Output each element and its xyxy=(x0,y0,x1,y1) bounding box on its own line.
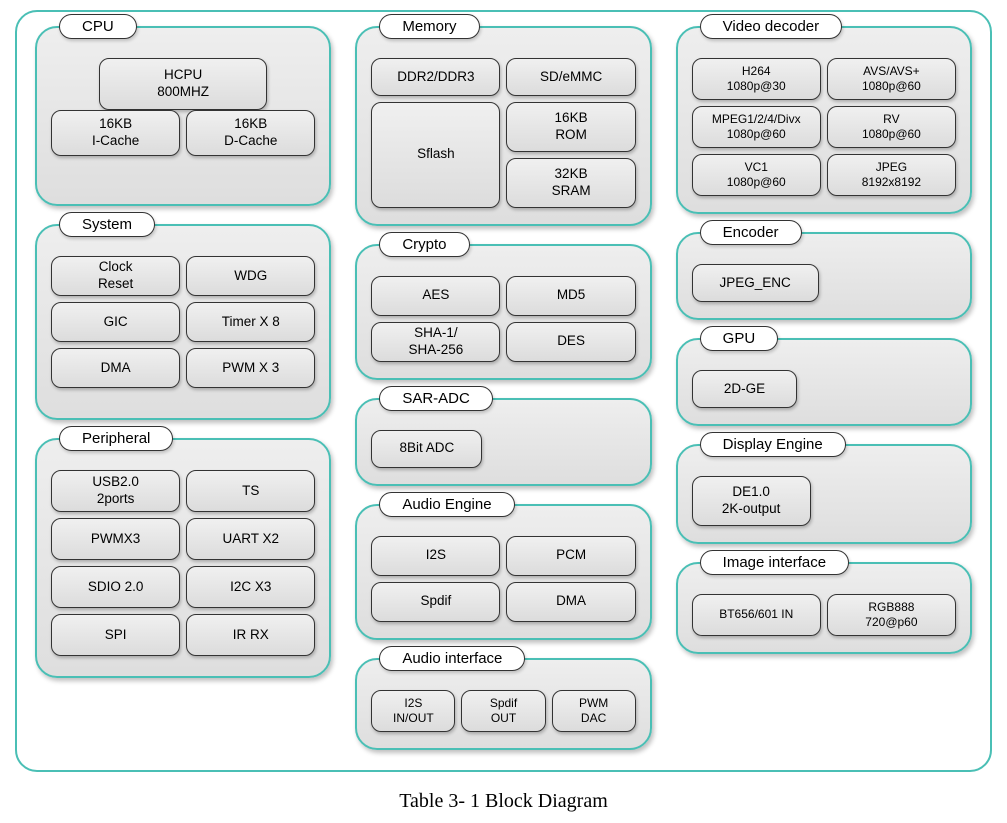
panel-title-system: System xyxy=(59,212,155,237)
cells-cpu: HCPU 800MHZ 16KB I-Cache 16KB D-Cache xyxy=(51,58,315,156)
cells-audio-engine: I2S PCM Spdif DMA xyxy=(371,536,635,622)
panel-memory: Memory DDR2/DDR3 SD/eMMC Sflash 16KB ROM… xyxy=(355,26,651,226)
cell-usb: USB2.0 2ports xyxy=(51,470,180,512)
cell-pcm: PCM xyxy=(506,536,635,576)
cell-adc: 8Bit ADC xyxy=(371,430,482,468)
cell-mpeg: MPEG1/2/4/Divx 1080p@60 xyxy=(692,106,821,148)
cell-2dge: 2D-GE xyxy=(692,370,798,408)
panel-title-memory: Memory xyxy=(379,14,479,39)
panel-title-cpu: CPU xyxy=(59,14,137,39)
panel-cpu: CPU HCPU 800MHZ 16KB I-Cache 16KB D-Cach… xyxy=(35,26,331,206)
cells-encoder: JPEG_ENC xyxy=(692,264,956,302)
column-3: Video decoder H264 1080p@30 AVS/AVS+ 108… xyxy=(676,26,972,750)
caption: Table 3- 1 Block Diagram xyxy=(15,772,992,823)
panel-image-interface: Image interface BT656/601 IN RGB888 720@… xyxy=(676,562,972,654)
cell-sdio: SDIO 2.0 xyxy=(51,566,180,608)
cells-video: H264 1080p@30 AVS/AVS+ 1080p@60 MPEG1/2/… xyxy=(692,58,956,196)
cell-de10: DE1.0 2K-output xyxy=(692,476,811,526)
cell-ddr: DDR2/DDR3 xyxy=(371,58,500,96)
cell-jpeg: JPEG 8192x8192 xyxy=(827,154,956,196)
panel-title-display-engine: Display Engine xyxy=(700,432,846,457)
cell-gic: GIC xyxy=(51,302,180,342)
cell-sram: 32KB SRAM xyxy=(506,158,635,208)
cell-sflash: Sflash xyxy=(371,102,500,208)
cell-i2s-inout: I2S IN/OUT xyxy=(371,690,455,732)
block-diagram: CPU HCPU 800MHZ 16KB I-Cache 16KB D-Cach… xyxy=(15,10,992,772)
page: CPU HCPU 800MHZ 16KB I-Cache 16KB D-Cach… xyxy=(0,0,1007,823)
panel-title-audio-interface: Audio interface xyxy=(379,646,525,671)
panel-system: System Clock Reset WDG GIC Timer X 8 DMA… xyxy=(35,224,331,420)
panel-gpu: GPU 2D-GE xyxy=(676,338,972,426)
cell-wdg: WDG xyxy=(186,256,315,296)
cell-jpeg-enc: JPEG_ENC xyxy=(692,264,819,302)
cell-pwm: PWM X 3 xyxy=(186,348,315,388)
cell-rom: 16KB ROM xyxy=(506,102,635,152)
cells-system: Clock Reset WDG GIC Timer X 8 DMA PWM X … xyxy=(51,256,315,388)
cell-icache: 16KB I-Cache xyxy=(51,110,180,156)
cell-timer: Timer X 8 xyxy=(186,302,315,342)
panel-title-gpu: GPU xyxy=(700,326,779,351)
cell-sdemmc: SD/eMMC xyxy=(506,58,635,96)
cells-saradc: 8Bit ADC xyxy=(371,430,635,468)
panel-audio-engine: Audio Engine I2S PCM Spdif DMA xyxy=(355,504,651,640)
panel-title-saradc: SAR-ADC xyxy=(379,386,493,411)
cell-hcpu: HCPU 800MHZ xyxy=(99,58,267,110)
cell-dma: DMA xyxy=(51,348,180,388)
cell-sha: SHA-1/ SHA-256 xyxy=(371,322,500,362)
cell-audio-dma: DMA xyxy=(506,582,635,622)
panel-audio-interface: Audio interface I2S IN/OUT Spdif OUT PWM… xyxy=(355,658,651,750)
cell-vc1: VC1 1080p@60 xyxy=(692,154,821,196)
cell-irrx: IR RX xyxy=(186,614,315,656)
panel-title-crypto: Crypto xyxy=(379,232,469,257)
column-2: Memory DDR2/DDR3 SD/eMMC Sflash 16KB ROM… xyxy=(355,26,651,750)
panel-crypto: Crypto AES MD5 SHA-1/ SHA-256 DES xyxy=(355,244,651,380)
cells-gpu: 2D-GE xyxy=(692,370,956,408)
cell-pwm-dac: PWM DAC xyxy=(552,690,636,732)
cell-md5: MD5 xyxy=(506,276,635,316)
cell-spdif: Spdif xyxy=(371,582,500,622)
cells-peripheral: USB2.0 2ports TS PWMX3 UART X2 SDIO 2.0 … xyxy=(51,470,315,656)
cell-dcache: 16KB D-Cache xyxy=(186,110,315,156)
cell-avs: AVS/AVS+ 1080p@60 xyxy=(827,58,956,100)
cells-audio-interface: I2S IN/OUT Spdif OUT PWM DAC xyxy=(371,690,635,732)
cell-aes: AES xyxy=(371,276,500,316)
panel-title-peripheral: Peripheral xyxy=(59,426,173,451)
cell-des: DES xyxy=(506,322,635,362)
cells-memory: DDR2/DDR3 SD/eMMC Sflash 16KB ROM 32KB S… xyxy=(371,58,635,208)
cell-rgb888: RGB888 720@p60 xyxy=(827,594,956,636)
cell-bt656: BT656/601 IN xyxy=(692,594,821,636)
panel-peripheral: Peripheral USB2.0 2ports TS PWMX3 UART X… xyxy=(35,438,331,678)
panel-video: Video decoder H264 1080p@30 AVS/AVS+ 108… xyxy=(676,26,972,214)
cell-rv: RV 1080p@60 xyxy=(827,106,956,148)
cells-display-engine: DE1.0 2K-output xyxy=(692,476,956,526)
panel-title-encoder: Encoder xyxy=(700,220,802,245)
cells-crypto: AES MD5 SHA-1/ SHA-256 DES xyxy=(371,276,635,362)
panel-title-video: Video decoder xyxy=(700,14,842,39)
cells-image-interface: BT656/601 IN RGB888 720@p60 xyxy=(692,594,956,636)
cell-pwmx3: PWMX3 xyxy=(51,518,180,560)
cell-h264: H264 1080p@30 xyxy=(692,58,821,100)
cell-clock-reset: Clock Reset xyxy=(51,256,180,296)
cell-i2s: I2S xyxy=(371,536,500,576)
panel-display-engine: Display Engine DE1.0 2K-output xyxy=(676,444,972,544)
panel-title-audio-engine: Audio Engine xyxy=(379,492,514,517)
cell-spi: SPI xyxy=(51,614,180,656)
cell-i2c: I2C X3 xyxy=(186,566,315,608)
panel-encoder: Encoder JPEG_ENC xyxy=(676,232,972,320)
column-1: CPU HCPU 800MHZ 16KB I-Cache 16KB D-Cach… xyxy=(35,26,331,750)
cell-uart: UART X2 xyxy=(186,518,315,560)
panel-saradc: SAR-ADC 8Bit ADC xyxy=(355,398,651,486)
panel-title-image-interface: Image interface xyxy=(700,550,849,575)
cell-ts: TS xyxy=(186,470,315,512)
cell-spdif-out: Spdif OUT xyxy=(461,690,545,732)
